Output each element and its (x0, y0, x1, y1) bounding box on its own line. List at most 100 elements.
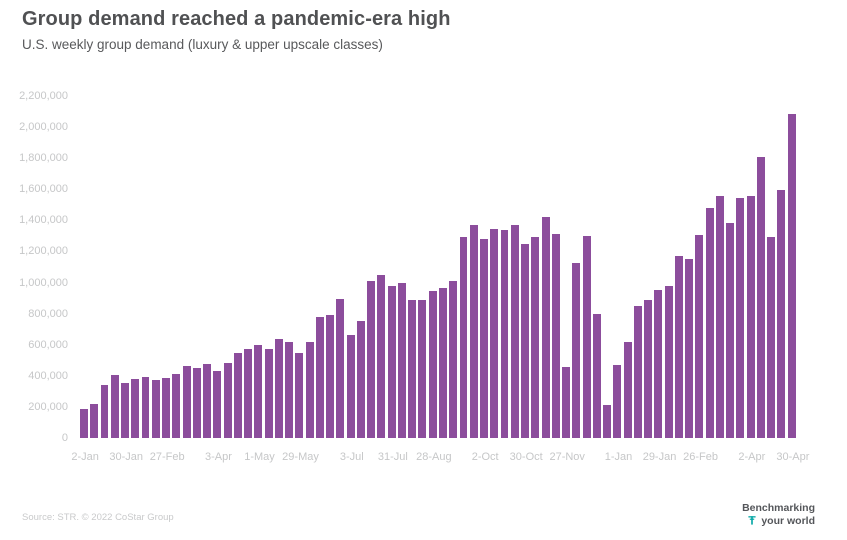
bar (203, 364, 212, 438)
bar (603, 405, 612, 438)
bar (767, 237, 776, 438)
bar (408, 299, 417, 438)
bar (480, 239, 488, 438)
source-note: Source: STR. © 2022 CoStar Group (22, 512, 174, 523)
x-tick-label: 1-May (244, 451, 275, 463)
chart-subtitle: U.S. weekly group demand (luxury & upper… (22, 37, 383, 52)
bar (367, 281, 376, 438)
bar (685, 259, 694, 438)
x-tick-label: 2-Oct (471, 451, 499, 463)
bar (428, 291, 437, 438)
bar (644, 299, 653, 438)
x-tick-label: 1-Jan (604, 451, 633, 463)
x-tick-label: 27-Nov (549, 451, 585, 463)
x-tick-label: 3-Apr (205, 451, 232, 463)
x-tick-label: 29-May (282, 451, 319, 463)
bar (315, 316, 324, 438)
bar (633, 305, 642, 438)
bar (141, 376, 150, 438)
x-tick-label: 2-Jan (71, 451, 99, 463)
bar (397, 282, 406, 438)
y-tick-label: 800,000 (28, 307, 68, 320)
x-tick-label: 28-Aug (416, 451, 452, 463)
bar (264, 348, 273, 438)
y-tick-label: 1,800,000 (19, 152, 68, 165)
bar (490, 228, 499, 438)
bar (582, 235, 591, 438)
y-tick-label: 0 (61, 432, 68, 444)
bar (233, 352, 242, 438)
bar (254, 344, 263, 438)
bar (469, 225, 478, 438)
bar (715, 195, 724, 438)
bar (459, 236, 468, 438)
str-logo-mark-icon (748, 515, 756, 529)
bar (274, 338, 283, 438)
bar (510, 225, 519, 438)
bar (377, 274, 386, 438)
y-tick-label: 2,200,000 (19, 90, 68, 102)
bar (500, 229, 509, 438)
bar (356, 320, 365, 438)
bar (244, 349, 253, 438)
x-tick-label: 30-Apr (776, 451, 810, 463)
bar (90, 403, 99, 438)
bar (521, 243, 529, 438)
bar (131, 378, 140, 438)
bar (623, 342, 632, 438)
bar (387, 286, 396, 438)
bar (151, 379, 160, 438)
bar (80, 409, 88, 438)
bar (551, 233, 560, 438)
y-axis: 0 200,000 400,000 600,000 800,000 1,000,000 1,… (0, 90, 68, 444)
bar (336, 298, 345, 438)
bar (305, 342, 314, 438)
bar (613, 364, 622, 438)
logo-your-world-text: your world (761, 514, 815, 527)
y-tick-label: 400,000 (28, 369, 68, 382)
bar (121, 382, 129, 438)
bar (562, 367, 571, 438)
x-tick-label: 27-Feb (149, 451, 185, 463)
x-tick-label: 3-Jul (339, 451, 364, 463)
x-axis: 2-Jan 30-Jan 27-Feb 3-Apr 1-May 29-May 3-Jul 31… (71, 451, 809, 465)
bar (182, 365, 191, 438)
bar (736, 197, 745, 438)
bar (346, 335, 355, 438)
bar (213, 371, 222, 438)
bar (110, 375, 119, 438)
y-tick-label: 1,200,000 (19, 245, 68, 258)
bar (285, 342, 294, 438)
y-tick-label: 1,000,000 (19, 276, 68, 289)
bar (654, 289, 663, 438)
bar (705, 207, 714, 438)
bar (295, 352, 304, 438)
bar (326, 315, 335, 438)
plot-area (80, 96, 798, 438)
y-tick-label: 2,000,000 (19, 121, 68, 134)
str-logo: Benchmarking your world (742, 502, 815, 529)
x-tick-label: 29-Jan (642, 451, 677, 463)
bar (592, 313, 601, 438)
x-tick-label: 30-Oct (509, 451, 543, 463)
bar (100, 385, 109, 438)
bar (162, 378, 170, 438)
y-tick-label: 1,600,000 (19, 183, 68, 196)
bar (439, 288, 447, 438)
bar (418, 299, 427, 438)
bar (531, 236, 540, 438)
bar (541, 217, 550, 438)
bar (449, 281, 458, 438)
bar (172, 374, 181, 438)
bar (777, 190, 786, 438)
x-tick-label: 30-Jan (109, 451, 143, 463)
bar (674, 256, 683, 438)
x-tick-label: 2-Apr (738, 451, 766, 463)
bar (756, 157, 765, 438)
bar (572, 263, 581, 438)
bar (664, 286, 673, 438)
x-tick-label: 31-Jul (377, 451, 408, 463)
y-tick-label: 200,000 (28, 400, 68, 413)
bar (192, 368, 201, 438)
x-tick-label: 26-Feb (683, 451, 718, 463)
